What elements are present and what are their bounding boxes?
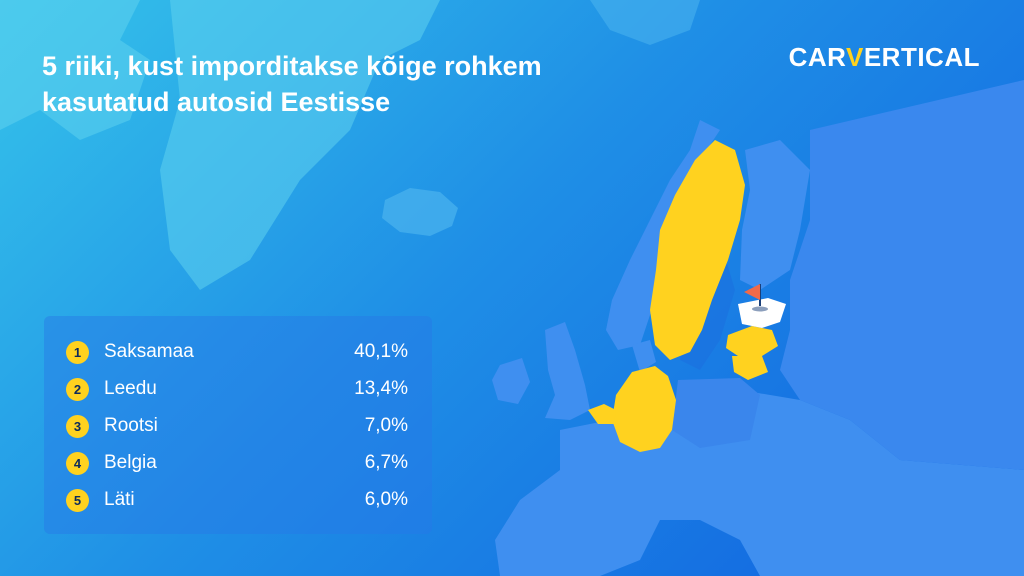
rank-badge: 5 <box>66 488 89 512</box>
germany-highlight <box>612 366 676 452</box>
estonia-destination <box>738 298 786 328</box>
denmark-landmass <box>632 340 656 372</box>
country-name: Leedu <box>104 378 157 399</box>
import-share: 6,0% <box>364 489 408 510</box>
lithuania-highlight <box>732 356 768 380</box>
flag-icon <box>744 284 768 312</box>
page-title: 5 riiki, kust imporditakse kõige rohkem … <box>42 48 542 120</box>
import-share: 6,7% <box>364 452 408 473</box>
country-name: Belgia <box>104 452 157 473</box>
uk-landmass <box>545 322 590 420</box>
rank-badge: 1 <box>66 340 89 364</box>
title-line-2: kasutatud autosid Eestisse <box>42 87 391 117</box>
russia-landmass <box>780 80 1024 470</box>
import-share: 7,0% <box>364 415 408 436</box>
finland-landmass <box>740 140 810 290</box>
carvertical-logo: CARVERTICAL <box>788 42 980 72</box>
import-share: 40,1% <box>354 341 408 362</box>
ranking-row: 1 Saksamaa 40,1% <box>66 339 408 365</box>
belgium-highlight <box>588 404 616 424</box>
ranking-row: 3 Rootsi 7,0% <box>66 413 408 439</box>
ranking-row: 5 Läti 6,0% <box>66 487 408 513</box>
poland-landmass <box>672 378 760 448</box>
title-line-1: 5 riiki, kust imporditakse kõige rohkem <box>42 51 542 81</box>
latvia-highlight <box>726 326 778 356</box>
iceland-landmass <box>382 188 458 236</box>
ranking-panel: 1 Saksamaa 40,1% 2 Leedu 13,4% 3 Rootsi … <box>44 316 432 534</box>
ireland-landmass <box>492 358 530 404</box>
country-name: Saksamaa <box>104 341 194 362</box>
ranking-row: 2 Leedu 13,4% <box>66 376 408 402</box>
import-share: 13,4% <box>354 378 408 399</box>
ranking-row: 4 Belgia 6,7% <box>66 450 408 476</box>
rank-badge: 2 <box>66 377 89 401</box>
country-name: Rootsi <box>104 415 158 436</box>
country-name: Läti <box>104 489 135 510</box>
rank-badge: 3 <box>66 414 89 438</box>
greenland-east-landmass <box>160 0 440 290</box>
sweden-highlight <box>650 140 745 360</box>
svalbard-landmass <box>590 0 700 45</box>
greenland-landmass <box>0 0 150 140</box>
rank-badge: 4 <box>66 451 89 475</box>
